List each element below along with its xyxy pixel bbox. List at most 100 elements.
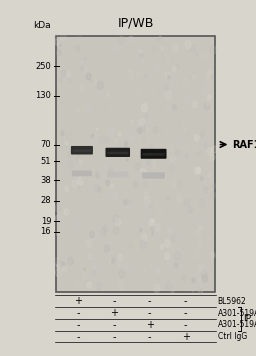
- Circle shape: [142, 103, 147, 112]
- Circle shape: [164, 203, 166, 206]
- Circle shape: [128, 199, 132, 204]
- Circle shape: [124, 142, 127, 146]
- Text: -: -: [184, 296, 187, 307]
- Circle shape: [76, 155, 81, 163]
- Circle shape: [154, 284, 160, 293]
- Circle shape: [199, 243, 202, 248]
- Text: IP: IP: [243, 314, 251, 324]
- Text: +: +: [182, 331, 190, 342]
- Circle shape: [142, 239, 145, 242]
- Circle shape: [140, 126, 145, 133]
- Circle shape: [131, 120, 133, 124]
- Circle shape: [166, 91, 172, 99]
- Circle shape: [199, 289, 202, 294]
- Circle shape: [179, 134, 183, 140]
- Circle shape: [200, 131, 205, 137]
- Text: -: -: [76, 331, 80, 342]
- Circle shape: [118, 254, 123, 261]
- Text: -: -: [76, 320, 80, 330]
- Circle shape: [137, 232, 138, 234]
- Circle shape: [172, 43, 178, 52]
- Circle shape: [165, 253, 170, 260]
- Circle shape: [146, 114, 147, 116]
- Circle shape: [144, 192, 148, 198]
- Circle shape: [105, 137, 109, 142]
- Circle shape: [161, 174, 166, 181]
- Circle shape: [91, 134, 94, 138]
- Circle shape: [91, 80, 93, 83]
- Circle shape: [124, 54, 128, 60]
- Text: -: -: [112, 331, 116, 342]
- Circle shape: [60, 33, 66, 41]
- Circle shape: [198, 279, 200, 282]
- Circle shape: [55, 268, 61, 277]
- Circle shape: [75, 251, 78, 255]
- Circle shape: [198, 219, 203, 226]
- Circle shape: [147, 159, 152, 166]
- Circle shape: [81, 178, 84, 181]
- Circle shape: [114, 45, 118, 51]
- Circle shape: [162, 47, 164, 49]
- FancyBboxPatch shape: [56, 36, 215, 292]
- Circle shape: [145, 75, 147, 78]
- Circle shape: [211, 183, 216, 189]
- Text: -: -: [112, 320, 116, 330]
- Circle shape: [130, 243, 132, 247]
- Text: -: -: [184, 320, 187, 330]
- Circle shape: [136, 70, 142, 77]
- Circle shape: [62, 262, 65, 266]
- Circle shape: [142, 268, 145, 272]
- Circle shape: [94, 184, 99, 192]
- Circle shape: [85, 103, 90, 110]
- Circle shape: [87, 282, 92, 288]
- Circle shape: [199, 226, 202, 230]
- Circle shape: [182, 275, 186, 281]
- Circle shape: [208, 147, 211, 151]
- Circle shape: [167, 57, 169, 61]
- Circle shape: [169, 162, 174, 168]
- Text: +: +: [74, 296, 82, 307]
- Circle shape: [69, 64, 73, 70]
- Circle shape: [92, 78, 98, 86]
- Circle shape: [118, 132, 121, 136]
- Circle shape: [108, 129, 114, 137]
- Circle shape: [112, 260, 115, 265]
- Circle shape: [70, 267, 72, 269]
- Circle shape: [192, 288, 194, 292]
- Text: IP/WB: IP/WB: [118, 16, 154, 29]
- Circle shape: [164, 178, 166, 180]
- Circle shape: [191, 145, 196, 151]
- Circle shape: [197, 167, 201, 173]
- Circle shape: [152, 47, 156, 53]
- Circle shape: [57, 233, 58, 236]
- Circle shape: [194, 155, 196, 157]
- Circle shape: [175, 64, 179, 70]
- Circle shape: [84, 58, 86, 61]
- Circle shape: [155, 270, 157, 272]
- Circle shape: [137, 128, 142, 134]
- Circle shape: [185, 199, 190, 206]
- Text: 51: 51: [41, 157, 51, 166]
- Circle shape: [148, 282, 151, 285]
- Circle shape: [106, 91, 110, 96]
- Circle shape: [143, 124, 145, 126]
- Circle shape: [165, 85, 169, 90]
- Circle shape: [78, 187, 80, 189]
- Circle shape: [202, 275, 208, 282]
- Circle shape: [56, 49, 61, 56]
- Circle shape: [101, 209, 107, 216]
- Circle shape: [110, 184, 114, 189]
- Circle shape: [113, 215, 119, 223]
- Circle shape: [180, 236, 185, 244]
- Circle shape: [168, 76, 170, 79]
- Circle shape: [90, 232, 94, 237]
- Circle shape: [201, 269, 207, 278]
- Circle shape: [211, 75, 214, 79]
- Circle shape: [115, 218, 121, 226]
- Text: 16: 16: [40, 227, 51, 236]
- Circle shape: [54, 258, 60, 266]
- Circle shape: [199, 223, 202, 228]
- Circle shape: [80, 66, 83, 71]
- Circle shape: [90, 108, 92, 111]
- Circle shape: [76, 280, 81, 288]
